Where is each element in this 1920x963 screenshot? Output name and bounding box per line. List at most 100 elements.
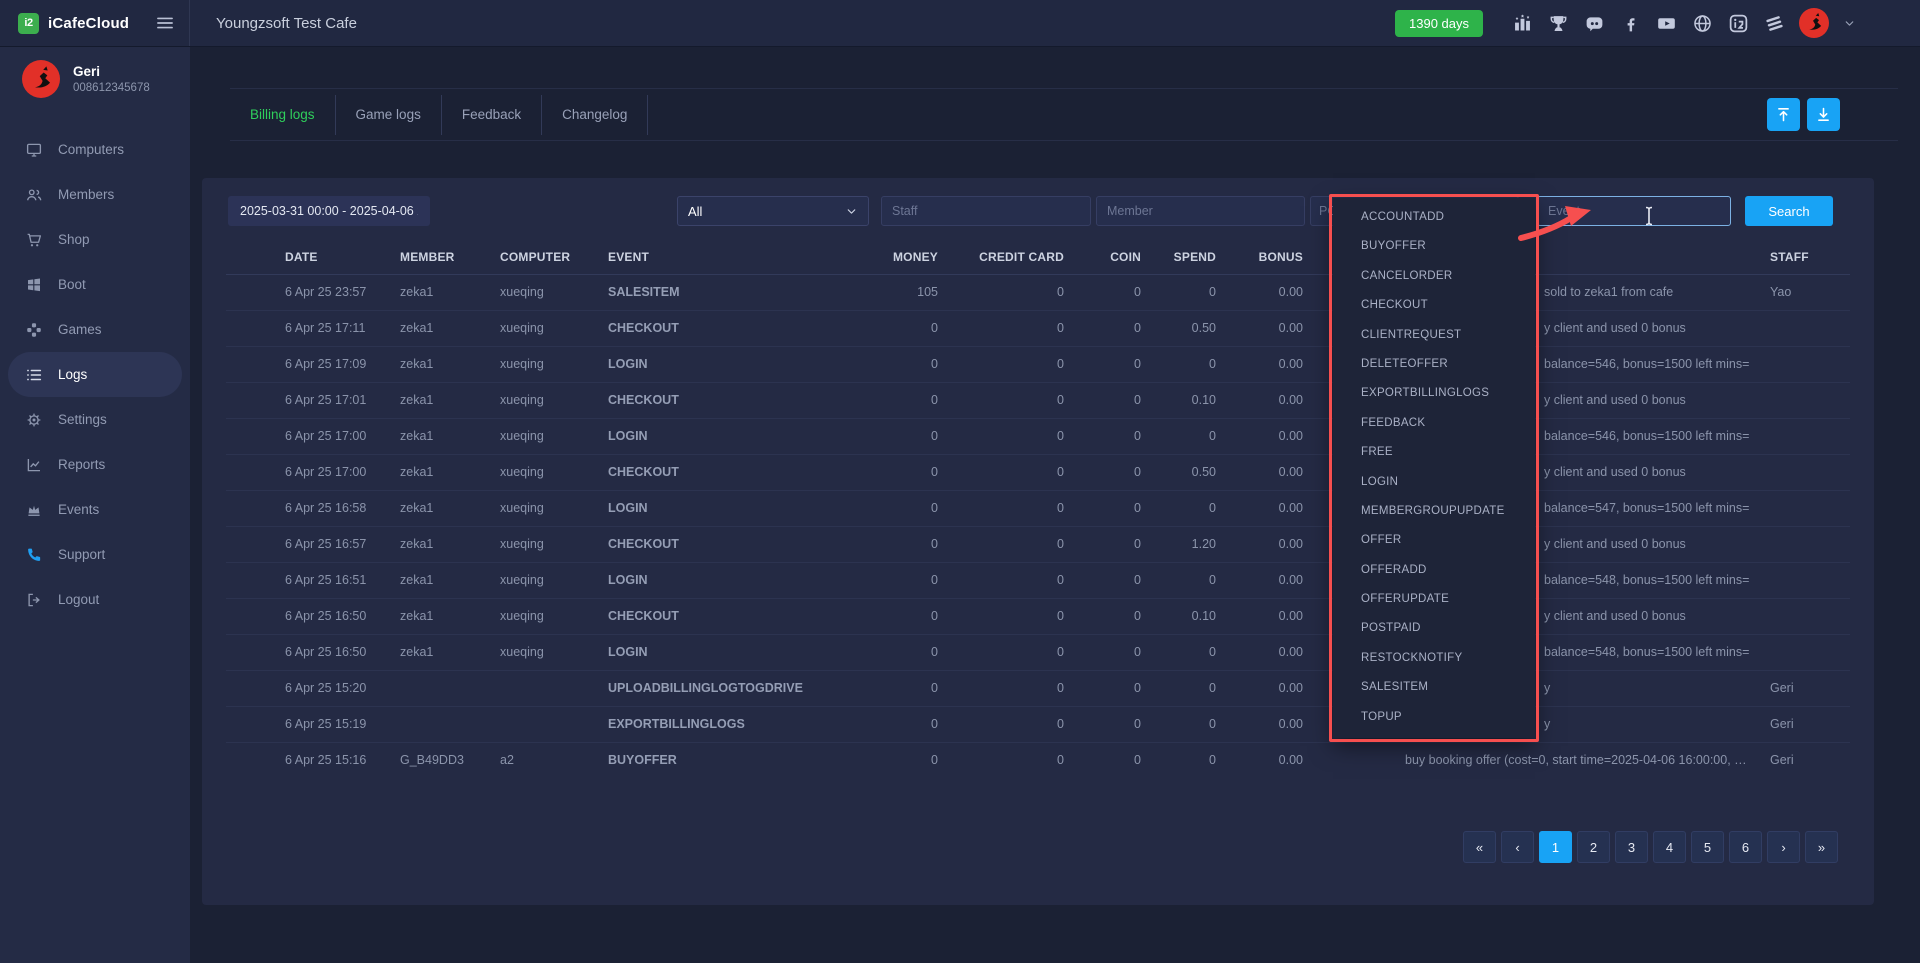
cell-member: zeka1 xyxy=(400,310,500,346)
cell-bonus: 0.00 xyxy=(1228,346,1315,382)
cell-coin: 0 xyxy=(1076,310,1153,346)
sidebar-item-boot[interactable]: Boot xyxy=(8,262,182,307)
table-row[interactable]: 6 Apr 25 17:00 zeka1 xueqing LOGIN 0 0 0… xyxy=(226,418,1850,454)
table-row[interactable]: 6 Apr 25 15:19 EXPORTBILLINGLOGS 0 0 0 0… xyxy=(226,706,1850,742)
type-select[interactable]: All xyxy=(677,196,869,226)
page-button[interactable]: 3 xyxy=(1615,831,1648,863)
subscription-days-badge[interactable]: 1390 days xyxy=(1395,10,1483,37)
sidebar-item-reports[interactable]: Reports xyxy=(8,442,182,487)
event-dropdown-item[interactable]: RESTOCKNOTIFY xyxy=(1333,644,1535,673)
event-dropdown-item[interactable]: OFFERADD xyxy=(1333,556,1535,585)
cell-computer: xueqing xyxy=(500,418,608,454)
sidebar-item-members[interactable]: Members xyxy=(8,172,182,217)
cell-event: LOGIN xyxy=(608,562,890,598)
page-button[interactable]: « xyxy=(1463,831,1496,863)
gear-icon xyxy=(25,411,43,429)
event-dropdown-item[interactable]: BUYOFFER xyxy=(1333,232,1535,261)
sidebar-item-events[interactable]: Events xyxy=(8,487,182,532)
page-button[interactable]: » xyxy=(1805,831,1838,863)
sidebar-item-logs[interactable]: Logs xyxy=(8,352,182,397)
table-row[interactable]: 6 Apr 25 16:57 zeka1 xueqing CHECKOUT 0 … xyxy=(226,526,1850,562)
table-row[interactable]: 6 Apr 25 23:57 zeka1 xueqing SALESITEM 1… xyxy=(226,274,1850,310)
event-dropdown-item[interactable]: LOGIN xyxy=(1333,468,1535,497)
cell-money: 0 xyxy=(890,382,950,418)
facebook-icon[interactable] xyxy=(1619,12,1641,34)
tab-feedback[interactable]: Feedback xyxy=(442,95,542,135)
sidebar-item-logout[interactable]: Logout xyxy=(8,577,182,622)
sidebar-item-games[interactable]: Games xyxy=(8,307,182,352)
col-staff: STAFF xyxy=(1750,240,1850,274)
cell-spend: 0 xyxy=(1153,418,1228,454)
table-row[interactable]: 6 Apr 25 16:58 zeka1 xueqing LOGIN 0 0 0… xyxy=(226,490,1850,526)
search-button[interactable]: Search xyxy=(1745,196,1833,226)
cell-date: 6 Apr 25 15:16 xyxy=(226,742,400,778)
event-dropdown-item[interactable]: ACCOUNTADD xyxy=(1333,203,1535,232)
user-name: Geri xyxy=(73,64,150,79)
page-button[interactable]: 5 xyxy=(1691,831,1724,863)
ranking-icon[interactable] xyxy=(1511,12,1533,34)
icafe-badge-icon[interactable] xyxy=(1727,12,1749,34)
event-dropdown-item[interactable]: EXPORTBILLINGLOGS xyxy=(1333,379,1535,408)
page-button[interactable]: 2 xyxy=(1577,831,1610,863)
date-range-input[interactable] xyxy=(228,196,430,226)
sidebar-item-shop[interactable]: Shop xyxy=(8,217,182,262)
staff-input[interactable] xyxy=(881,196,1091,226)
sidebar-avatar[interactable] xyxy=(22,60,60,98)
page-button[interactable]: › xyxy=(1767,831,1800,863)
cell-money: 0 xyxy=(890,562,950,598)
user-avatar[interactable] xyxy=(1799,8,1829,38)
sidebar-item-computers[interactable]: Computers xyxy=(8,127,182,172)
trophy-icon[interactable] xyxy=(1547,12,1569,34)
sidebar-item-support[interactable]: Support xyxy=(8,532,182,577)
cell-credit-card: 0 xyxy=(950,706,1076,742)
tab-changelog[interactable]: Changelog xyxy=(542,95,648,135)
table-row[interactable]: 6 Apr 25 17:01 zeka1 xueqing CHECKOUT 0 … xyxy=(226,382,1850,418)
page-button[interactable]: 6 xyxy=(1729,831,1762,863)
event-dropdown-item[interactable]: OFFERUPDATE xyxy=(1333,585,1535,614)
table-row[interactable]: 6 Apr 25 16:51 zeka1 xueqing LOGIN 0 0 0… xyxy=(226,562,1850,598)
event-dropdown-item[interactable]: FEEDBACK xyxy=(1333,409,1535,438)
event-dropdown-item[interactable]: CANCELORDER xyxy=(1333,262,1535,291)
cell-date: 6 Apr 25 15:19 xyxy=(226,706,400,742)
sidebar-item-label: Boot xyxy=(58,277,86,292)
table-row[interactable]: 6 Apr 25 15:20 UPLOADBILLINGLOGTOGDRIVE … xyxy=(226,670,1850,706)
event-dropdown-item[interactable]: MEMBERGROUPUPDATE xyxy=(1333,497,1535,526)
cell-staff xyxy=(1750,634,1850,670)
log-actions xyxy=(1767,98,1898,131)
cell-spend: 0 xyxy=(1153,706,1228,742)
youtube-icon[interactable] xyxy=(1655,12,1677,34)
table-row[interactable]: 6 Apr 25 15:16 G_B49DD3 a2 BUYOFFER 0 0 … xyxy=(226,742,1850,778)
table-row[interactable]: 6 Apr 25 16:50 zeka1 xueqing LOGIN 0 0 0… xyxy=(226,634,1850,670)
globe-icon[interactable] xyxy=(1691,12,1713,34)
event-dropdown-item[interactable]: CHECKOUT xyxy=(1333,291,1535,320)
event-dropdown-item[interactable]: DELETEOFFER xyxy=(1333,350,1535,379)
event-dropdown-item[interactable]: SALESITEM xyxy=(1333,673,1535,702)
table-row[interactable]: 6 Apr 25 17:00 zeka1 xueqing CHECKOUT 0 … xyxy=(226,454,1850,490)
member-input[interactable] xyxy=(1096,196,1305,226)
discord-icon[interactable] xyxy=(1583,12,1605,34)
page-button[interactable]: 4 xyxy=(1653,831,1686,863)
event-dropdown-item[interactable]: FREE xyxy=(1333,438,1535,467)
chevron-down-icon[interactable] xyxy=(1843,17,1856,30)
upload-button[interactable] xyxy=(1767,98,1800,131)
page-button[interactable]: 1 xyxy=(1539,831,1572,863)
tab-billing-logs[interactable]: Billing logs xyxy=(230,95,336,135)
cell-credit-card: 0 xyxy=(950,634,1076,670)
table-row[interactable]: 6 Apr 25 17:11 zeka1 xueqing CHECKOUT 0 … xyxy=(226,310,1850,346)
page-button[interactable]: ‹ xyxy=(1501,831,1534,863)
table-row[interactable]: 6 Apr 25 16:50 zeka1 xueqing CHECKOUT 0 … xyxy=(226,598,1850,634)
sidebar-item-settings[interactable]: Settings xyxy=(8,397,182,442)
event-input[interactable] xyxy=(1537,196,1731,226)
event-dropdown-item[interactable]: OFFER xyxy=(1333,526,1535,555)
download-button[interactable] xyxy=(1807,98,1840,131)
cell-coin: 0 xyxy=(1076,742,1153,778)
cell-staff: Geri xyxy=(1750,670,1850,706)
menu-toggle-icon[interactable] xyxy=(155,13,175,33)
table-row[interactable]: 6 Apr 25 17:09 zeka1 xueqing LOGIN 0 0 0… xyxy=(226,346,1850,382)
col-money: MONEY xyxy=(890,240,950,274)
event-dropdown-item[interactable]: TOPUP xyxy=(1333,703,1535,732)
layers-icon[interactable] xyxy=(1763,12,1785,34)
event-dropdown-item[interactable]: CLIENTREQUEST xyxy=(1333,321,1535,350)
tab-game-logs[interactable]: Game logs xyxy=(336,95,442,135)
event-dropdown-item[interactable]: POSTPAID xyxy=(1333,614,1535,643)
